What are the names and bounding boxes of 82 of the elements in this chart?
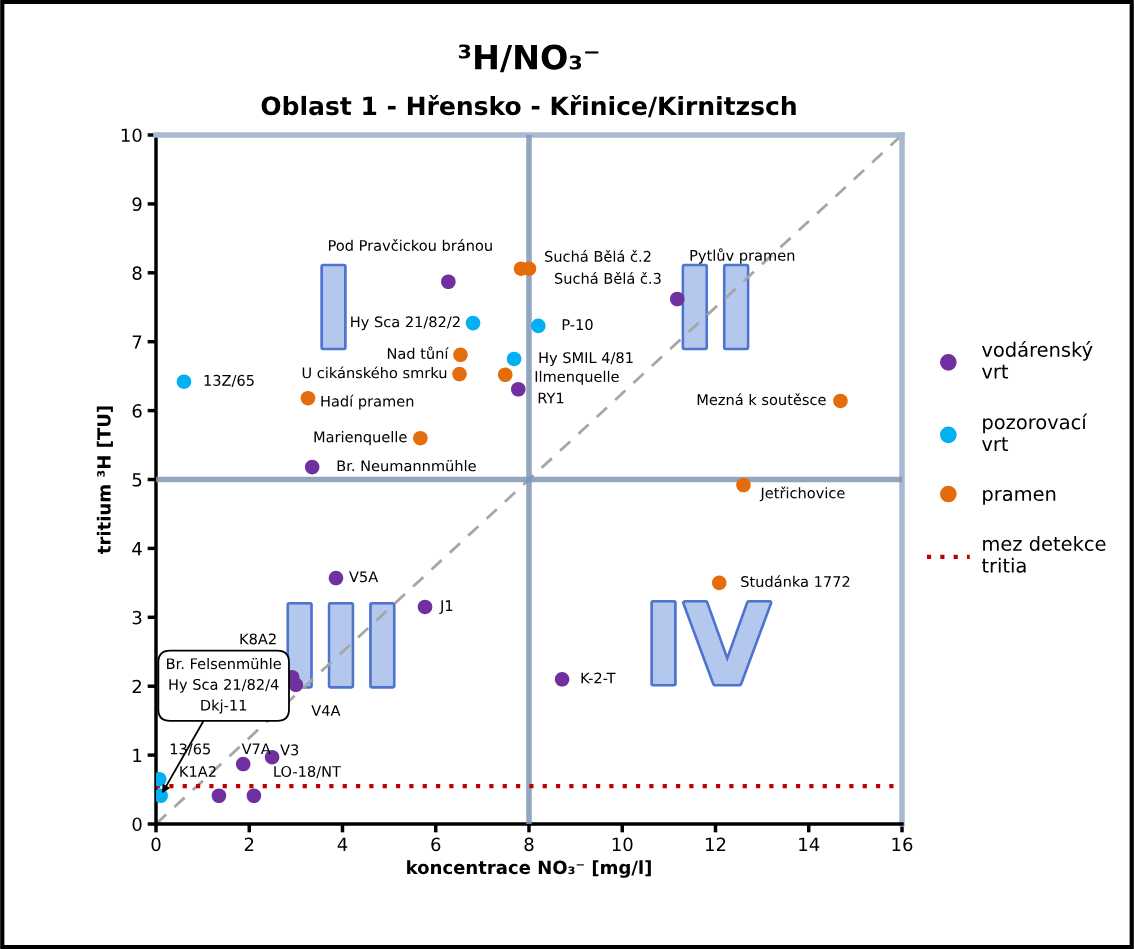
x-tick-label: 0 (151, 837, 161, 852)
annotation: V5A (349, 571, 379, 583)
annotation: Jetřichovice (759, 486, 845, 502)
point (413, 430, 428, 446)
y-tick-label: 3 (132, 610, 142, 625)
point (510, 381, 526, 397)
annotation: K1A2 (180, 765, 216, 777)
annotation: V3 (280, 744, 299, 756)
point (452, 366, 467, 382)
x-tick-label: 4 (337, 837, 348, 851)
chart-title: ³H/NO₃⁻ (458, 44, 599, 73)
point (833, 393, 848, 409)
annotation: Br. Felsenmühle Hy Sca 21/82/4 Dkj-11 (167, 657, 281, 714)
point (235, 756, 251, 772)
chart-subtitle: Oblast 1 - Hřensko - Křinice/Kirnitzsch (261, 94, 796, 118)
x-tick-label: 16 (892, 837, 913, 852)
point (453, 347, 468, 363)
annotation: Hy SMIL 4/81 (539, 352, 633, 366)
point (554, 672, 570, 687)
point (497, 367, 513, 383)
annotation: Ilmenquelle (535, 370, 619, 385)
annotation: Pod Pravčickou bránou (328, 239, 492, 251)
point (300, 390, 316, 406)
annotation: V7A (241, 743, 271, 755)
x-tick-label: 14 (799, 837, 820, 851)
legend-label: mez detekce tritia (981, 535, 1106, 573)
annotation: RY1 (538, 392, 564, 404)
point (246, 788, 262, 804)
y-tick-label: 6 (132, 404, 142, 418)
point (711, 575, 727, 591)
y-tick-label: 9 (132, 197, 142, 212)
annotation: I (323, 266, 344, 348)
annotation: J1 (439, 600, 453, 614)
annotation: Nad tůní (387, 346, 449, 360)
annotation: Suchá Bělá č.2 (545, 250, 651, 262)
annotation: IV (653, 602, 770, 684)
annotation: Hy Sca 21/82/2 (351, 316, 460, 331)
y-tick-label: 5 (132, 473, 142, 487)
annotation: Studánka 1772 (741, 575, 850, 588)
annotation: P-10 (562, 319, 593, 331)
annotation: LO-18/NT (274, 765, 341, 779)
y-tick-label: 4 (132, 542, 142, 556)
point (211, 788, 227, 804)
annotation: Hadí pramen (321, 394, 414, 410)
point (417, 599, 433, 615)
annotation: II (684, 266, 747, 348)
point (441, 274, 456, 290)
point (176, 374, 192, 389)
y-tick-label: 2 (132, 679, 141, 694)
annotation: Pytlův pramen (690, 248, 795, 264)
annotation: Suchá Bělá č.3 (554, 272, 661, 284)
annotation: III (289, 604, 393, 686)
annotation: K8A2 (240, 633, 276, 645)
y-tick-label: 1 (133, 748, 142, 762)
y-tick-label: 0 (132, 817, 142, 832)
annotation: V4A (311, 705, 341, 716)
point (304, 459, 320, 475)
y-tick-label: 8 (132, 266, 142, 280)
y-tick-label: 10 (121, 128, 142, 143)
point (736, 477, 751, 493)
x-tick-label: 2 (244, 837, 254, 851)
annotation: K-2-T (581, 672, 616, 684)
x-tick-label: 6 (431, 837, 441, 852)
legend-label: pozorovací vrt (981, 413, 1088, 451)
y-tick-label: 7 (132, 335, 142, 349)
point (328, 570, 344, 586)
x-axis-title: koncentrace NO₃⁻ [mg/l] (407, 860, 651, 878)
legend-label: pramen (983, 489, 1056, 505)
y-axis-title: tritium ³H [TU] (96, 406, 113, 554)
point (531, 318, 546, 334)
point (506, 351, 522, 367)
point (465, 315, 481, 331)
annotation: Marienquelle (314, 431, 407, 446)
annotation: 13Z/65 (204, 374, 254, 388)
x-tick-label: 12 (706, 837, 726, 851)
legend-label: vodárenský vrt (981, 341, 1093, 379)
point (669, 291, 685, 307)
x-tick-label: 10 (612, 837, 633, 852)
annotation: U cikánského smrku (302, 366, 447, 379)
annotation: Br. Neumannmühle (337, 460, 476, 472)
x-tick-label: 8 (524, 837, 534, 852)
annotation: Mezná k soutěsce (697, 393, 826, 406)
